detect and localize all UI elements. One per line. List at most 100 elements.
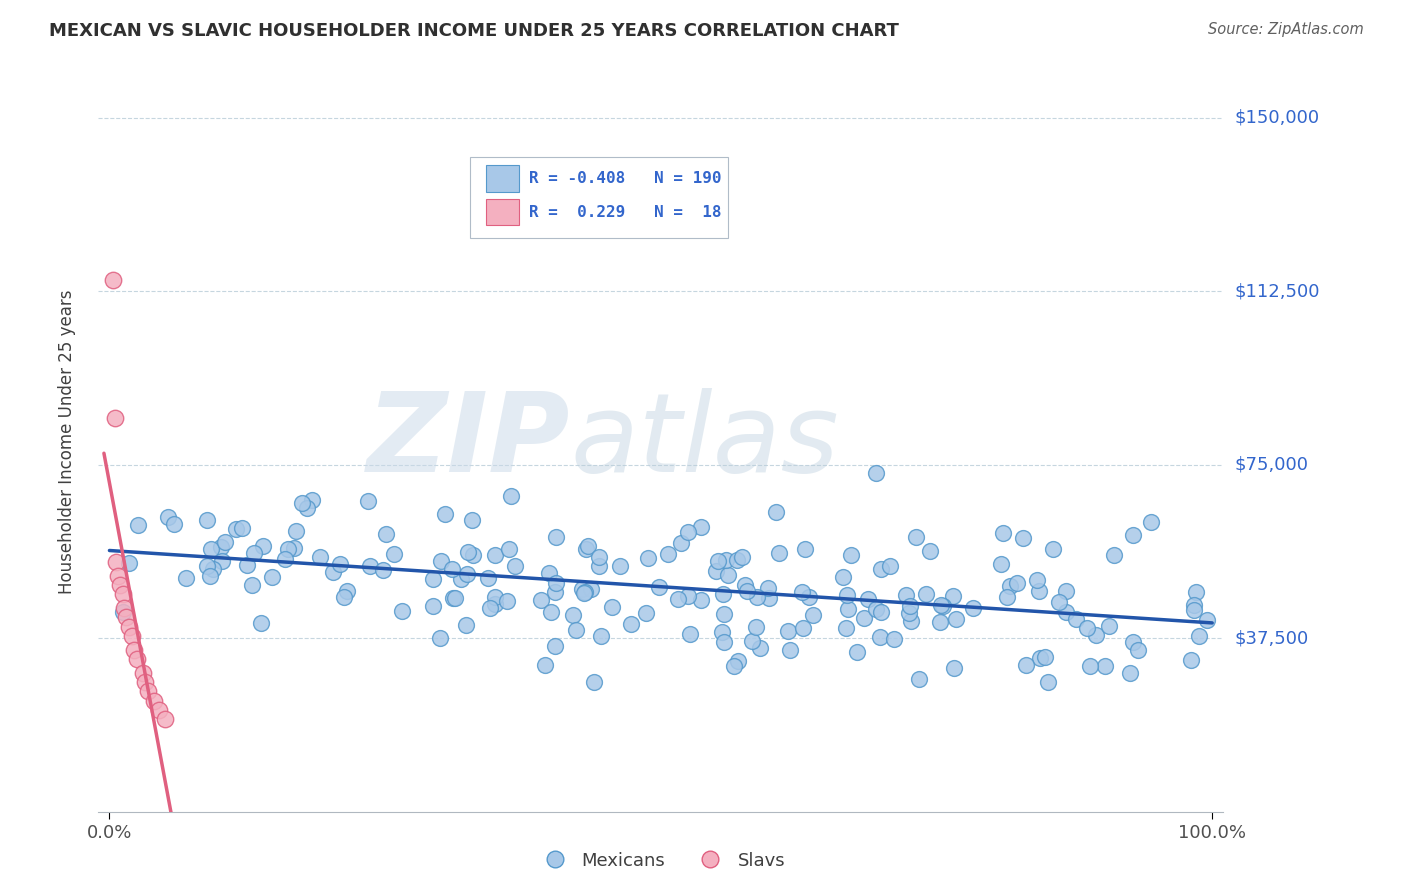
Point [609,558,631,573]
Point [382,547,405,561]
Point [1182,598,1205,612]
Point [869,605,891,619]
Point [301,492,323,507]
Point [1025,573,1047,587]
Point [499,489,522,503]
Point [591,629,613,643]
Point [768,546,790,560]
Point [456,618,478,632]
Point [479,601,502,615]
FancyBboxPatch shape [470,156,728,238]
Point [157,509,180,524]
Point [779,642,801,657]
Point [1197,614,1219,628]
Point [235,558,257,573]
Point [285,524,308,538]
Point [582,675,605,690]
Point [562,608,585,623]
Point [101,272,124,286]
Point [929,615,952,629]
FancyBboxPatch shape [486,165,519,192]
Point [277,541,299,556]
Point [1084,628,1107,642]
Point [484,549,506,563]
Point [735,583,758,598]
Point [1011,531,1033,545]
Point [835,621,858,635]
Point [741,633,763,648]
Point [731,549,754,564]
Point [765,505,787,519]
Point [498,541,520,556]
Point [225,523,247,537]
Point [544,640,567,654]
Point [240,578,263,592]
Point [846,645,869,659]
Point [456,567,478,582]
Point [117,556,139,570]
Point [195,513,218,527]
Point [865,466,887,480]
Point [837,602,859,616]
Point [359,558,381,573]
Point [444,591,467,605]
Point [104,411,127,425]
Point [336,584,359,599]
Point [105,555,128,569]
Point [920,543,942,558]
Point [869,630,891,644]
Point [1188,629,1211,643]
Point [1076,621,1098,635]
Point [1014,657,1036,672]
Point [260,570,283,584]
Point [634,606,657,620]
Point [962,600,984,615]
Point [900,615,922,629]
Point [441,562,464,576]
Text: $37,500: $37,500 [1234,629,1309,648]
Point [711,625,734,640]
Point [195,558,218,573]
Text: ZIP: ZIP [367,388,571,495]
Point [1182,602,1205,616]
Point [713,635,735,649]
Point [375,527,398,541]
Point [484,597,506,611]
Point [831,569,853,583]
Point [1007,575,1029,590]
Point [422,599,444,613]
Point [801,608,824,623]
Point [1180,653,1202,667]
Point [125,652,148,666]
Point [148,703,170,717]
Point [932,599,955,613]
Point [1042,541,1064,556]
Point [602,600,624,615]
Point [546,530,568,544]
Point [1078,658,1101,673]
Point [756,581,779,595]
Point [799,591,821,605]
Point [943,661,966,675]
Point [321,566,343,580]
Point [745,590,768,604]
Point [1029,651,1052,665]
Point [792,621,814,635]
Point [657,548,679,562]
Point [898,599,921,614]
Point [1033,650,1056,665]
Text: R = -0.408   N = 190: R = -0.408 N = 190 [529,171,721,186]
Legend: Mexicans, Slavs: Mexicans, Slavs [529,845,793,877]
Point [329,557,352,571]
Point [679,627,702,641]
Point [620,617,643,632]
Point [429,631,451,645]
Point [879,559,901,574]
Point [441,591,464,605]
Point [544,575,567,590]
Point [209,540,232,554]
Point [1054,605,1077,619]
Point [758,591,780,605]
Point [308,550,330,565]
Point [174,571,197,585]
